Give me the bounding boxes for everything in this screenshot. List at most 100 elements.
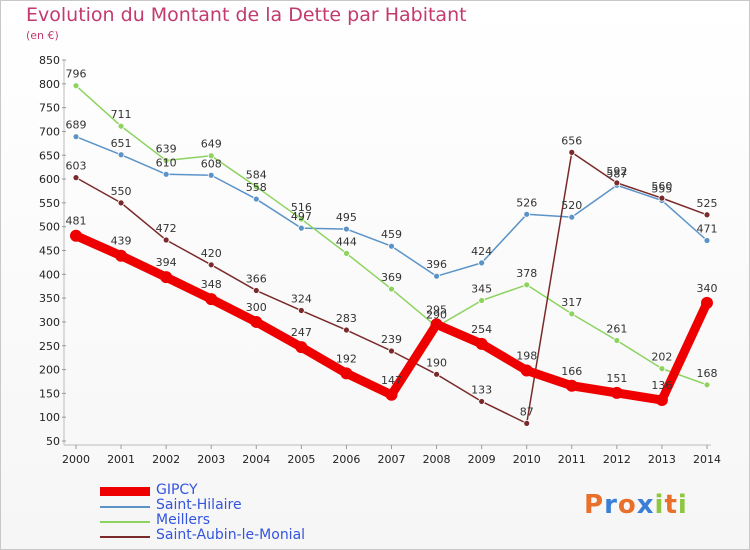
data-label-gipcy: 151 bbox=[606, 372, 627, 385]
data-label-saint-aubin-le-monial: 133 bbox=[471, 383, 492, 396]
x-tick-label: 2003 bbox=[197, 453, 225, 466]
data-point-saint-aubin-le-monial bbox=[343, 326, 350, 334]
data-label-saint-aubin-le-monial: 190 bbox=[426, 356, 447, 369]
data-label-meillers: 345 bbox=[471, 283, 492, 296]
data-point-gipcy bbox=[295, 341, 308, 354]
data-label-meillers: 202 bbox=[651, 351, 672, 364]
y-tick-label: 100 bbox=[39, 411, 60, 424]
x-tick-label: 2000 bbox=[62, 453, 90, 466]
data-label-saint-hilaire: 459 bbox=[381, 228, 402, 241]
y-tick-label: 350 bbox=[39, 292, 60, 305]
data-point-saint-hilaire bbox=[117, 151, 125, 159]
data-point-saint-aubin-le-monial bbox=[433, 370, 440, 378]
x-tick-label: 2004 bbox=[242, 453, 270, 466]
data-label-saint-hilaire: 526 bbox=[516, 196, 537, 209]
data-point-saint-hilaire bbox=[523, 210, 531, 218]
data-label-gipcy: 166 bbox=[561, 365, 582, 378]
x-tick-label: 2012 bbox=[603, 453, 631, 466]
data-label-saint-aubin-le-monial: 550 bbox=[111, 185, 132, 198]
data-label-saint-hilaire: 555 bbox=[651, 182, 672, 195]
data-label-meillers: 378 bbox=[516, 267, 537, 280]
y-tick-label: 600 bbox=[39, 173, 60, 186]
data-label-saint-aubin-le-monial: 420 bbox=[201, 247, 222, 260]
x-tick-label: 2014 bbox=[693, 453, 721, 466]
data-label-saint-hilaire: 495 bbox=[336, 211, 357, 224]
data-label-meillers: 796 bbox=[66, 68, 87, 81]
data-label-saint-aubin-le-monial: 472 bbox=[156, 222, 177, 235]
data-point-saint-hilaire bbox=[207, 171, 215, 179]
y-tick-label: 700 bbox=[39, 125, 60, 138]
data-point-meillers bbox=[658, 365, 666, 373]
y-tick-label: 400 bbox=[39, 268, 60, 281]
data-point-saint-hilaire bbox=[162, 170, 170, 178]
data-label-gipcy: 295 bbox=[426, 303, 447, 316]
data-label-saint-hilaire: 610 bbox=[156, 156, 177, 169]
data-label-meillers: 639 bbox=[156, 142, 177, 155]
y-tick-label: 800 bbox=[39, 78, 60, 91]
data-point-saint-aubin-le-monial bbox=[568, 148, 576, 156]
data-point-saint-hilaire bbox=[252, 195, 260, 203]
data-label-gipcy: 136 bbox=[651, 379, 672, 392]
data-label-saint-aubin-le-monial: 525 bbox=[697, 197, 718, 210]
data-label-gipcy: 439 bbox=[111, 235, 132, 248]
data-point-saint-aubin-le-monial bbox=[388, 347, 395, 355]
legend-swatch bbox=[100, 506, 150, 508]
data-point-gipcy bbox=[701, 296, 713, 309]
y-tick-label: 500 bbox=[39, 221, 60, 234]
x-tick-label: 2008 bbox=[423, 453, 451, 466]
x-tick-label: 2002 bbox=[152, 453, 180, 466]
data-point-saint-hilaire bbox=[388, 242, 395, 250]
data-label-meillers: 369 bbox=[381, 271, 402, 284]
data-point-meillers bbox=[703, 381, 711, 389]
y-tick-label: 200 bbox=[39, 364, 60, 377]
data-point-meillers bbox=[297, 215, 305, 223]
data-label-saint-aubin-le-monial: 324 bbox=[291, 293, 312, 306]
legend-label: Saint-Aubin-le-Monial bbox=[156, 527, 306, 543]
data-point-saint-hilaire bbox=[343, 225, 350, 233]
legend-swatch bbox=[100, 487, 150, 496]
x-tick-label: 2010 bbox=[513, 453, 541, 466]
data-point-saint-aubin-le-monial bbox=[658, 194, 666, 202]
y-tick-label: 550 bbox=[39, 197, 60, 210]
data-point-saint-aubin-le-monial bbox=[252, 287, 260, 294]
data-point-meillers bbox=[523, 281, 531, 289]
data-label-saint-aubin-le-monial: 283 bbox=[336, 312, 357, 325]
data-point-saint-hilaire bbox=[703, 237, 711, 244]
data-point-saint-aubin-le-monial bbox=[613, 179, 621, 187]
data-label-meillers: 711 bbox=[111, 108, 132, 121]
data-point-gipcy bbox=[115, 249, 128, 262]
data-label-saint-hilaire: 651 bbox=[111, 137, 132, 150]
data-point-saint-aubin-le-monial bbox=[297, 307, 305, 314]
x-tick-label: 2007 bbox=[378, 453, 406, 466]
data-point-meillers bbox=[568, 310, 576, 318]
data-point-meillers bbox=[117, 122, 125, 130]
data-point-meillers bbox=[388, 285, 395, 293]
data-point-gipcy bbox=[565, 379, 578, 392]
data-label-saint-hilaire: 424 bbox=[471, 245, 492, 258]
data-point-saint-aubin-le-monial bbox=[72, 174, 80, 182]
legend-label: Saint-Hilaire bbox=[156, 497, 242, 513]
data-point-saint-aubin-le-monial bbox=[523, 419, 531, 427]
data-label-saint-aubin-le-monial: 592 bbox=[606, 165, 627, 178]
data-label-saint-aubin-le-monial: 560 bbox=[651, 180, 672, 193]
data-point-meillers bbox=[252, 183, 260, 191]
data-point-gipcy bbox=[655, 394, 668, 407]
y-tick-label: 250 bbox=[39, 340, 60, 353]
legend-label: GIPCY bbox=[156, 482, 198, 498]
data-label-gipcy: 247 bbox=[291, 326, 312, 339]
data-point-saint-aubin-le-monial bbox=[703, 211, 711, 219]
legend-swatch bbox=[100, 521, 150, 523]
data-label-gipcy: 348 bbox=[201, 278, 222, 291]
data-point-saint-aubin-le-monial bbox=[207, 261, 215, 269]
data-label-gipcy: 147 bbox=[381, 374, 402, 387]
data-label-meillers: 649 bbox=[201, 138, 222, 151]
y-tick-label: 300 bbox=[39, 316, 60, 329]
data-label-gipcy: 192 bbox=[336, 352, 357, 365]
x-tick-label: 2009 bbox=[468, 453, 496, 466]
data-label-saint-aubin-le-monial: 239 bbox=[381, 333, 402, 346]
data-label-saint-hilaire: 689 bbox=[66, 119, 87, 132]
data-label-gipcy: 481 bbox=[66, 215, 87, 228]
data-label-saint-hilaire: 558 bbox=[246, 181, 267, 194]
y-tick-label: 750 bbox=[39, 102, 60, 115]
